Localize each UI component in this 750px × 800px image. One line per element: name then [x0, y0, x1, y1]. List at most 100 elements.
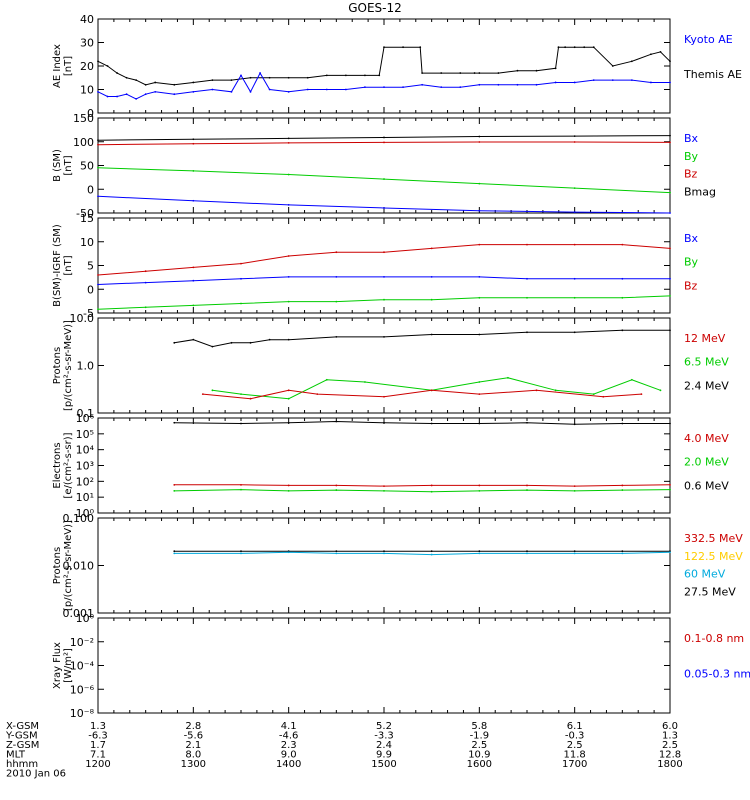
data-point: [640, 393, 643, 395]
data-point: [287, 203, 290, 206]
data-point: [564, 46, 567, 49]
y-axis-label: Electrons: [52, 442, 63, 488]
data-point: [573, 552, 576, 555]
legend-label: 12 MeV: [684, 332, 726, 345]
data-point: [287, 141, 290, 144]
data-point: [478, 550, 481, 553]
data-point: [240, 262, 242, 265]
legend-label: 0.05-0.3 nm: [684, 668, 750, 681]
y-tick-label: 1.0: [77, 360, 95, 373]
data-point: [306, 76, 309, 79]
data-point: [430, 333, 433, 336]
data-point: [287, 173, 290, 176]
legend-label: By: [684, 150, 699, 163]
data-point: [621, 422, 624, 425]
data-point: [383, 276, 385, 278]
data-point: [573, 550, 576, 553]
ephemeris-value: 2.3: [281, 740, 297, 751]
data-point: [144, 83, 147, 86]
data-point: [430, 389, 433, 392]
data-point: [630, 378, 633, 381]
data-point: [173, 341, 176, 344]
y-tick-label: 100: [73, 136, 94, 149]
data-point: [335, 336, 338, 338]
y-tick-label: 10⁻⁸: [70, 707, 95, 720]
data-point: [497, 72, 500, 74]
series-line: [174, 484, 671, 487]
ephemeris-value: 1700: [562, 759, 587, 770]
data-point: [240, 393, 242, 395]
data-point: [240, 488, 242, 491]
data-point: [440, 72, 443, 74]
y-tick-label: 10⁻²: [70, 636, 94, 649]
data-point: [383, 552, 385, 555]
data-point: [325, 88, 328, 91]
panel-frame: [97, 517, 671, 614]
data-point: [573, 485, 576, 487]
ephemeris-label: hhmm: [6, 759, 38, 770]
data-point: [592, 46, 595, 49]
y-tick-label: 10⁴: [76, 444, 95, 457]
data-point: [173, 421, 176, 424]
data-point: [573, 141, 576, 143]
data-point: [335, 251, 338, 254]
data-point: [116, 95, 118, 98]
ephemeris-value: 2.5: [662, 740, 678, 751]
data-point: [335, 489, 338, 491]
series-line: [97, 276, 670, 285]
data-point: [249, 341, 252, 344]
series-line: [174, 420, 670, 425]
y-tick-label: 5: [87, 260, 94, 273]
data-point: [325, 74, 328, 77]
data-point: [335, 550, 338, 553]
data-point: [669, 551, 671, 554]
ephemeris-value: 6.1: [567, 721, 583, 732]
data-point: [249, 397, 252, 400]
series-line: [212, 377, 661, 400]
ephemeris-value: 1300: [181, 759, 206, 770]
ephemeris-value: -3.3: [374, 731, 394, 742]
data-point: [383, 395, 385, 398]
data-point: [669, 81, 671, 84]
data-point: [650, 53, 652, 56]
data-point: [573, 296, 576, 299]
data-point: [192, 81, 195, 84]
data-point: [287, 90, 290, 93]
data-point: [192, 90, 195, 93]
data-point: [97, 308, 99, 311]
y-axis-label: [p/(cm²-s-sr-MeV)]: [63, 320, 74, 411]
y-axis-label: [nT]: [63, 155, 74, 175]
data-point: [402, 86, 404, 89]
data-point: [97, 139, 99, 142]
data-point: [573, 187, 576, 190]
data-point: [106, 65, 109, 67]
y-axis-label: [p/(cm²-s-sr-MeV)]: [63, 520, 74, 611]
data-point: [478, 422, 481, 425]
legend-label: Kyoto AE: [684, 33, 733, 46]
data-point: [383, 336, 385, 338]
data-point: [611, 79, 614, 81]
data-point: [583, 46, 586, 49]
ephemeris-value: 1600: [467, 759, 492, 770]
data-point: [287, 255, 290, 257]
ephemeris-value: -1.9: [470, 731, 490, 742]
data-point: [621, 552, 624, 555]
ephemeris-value: 1.3: [90, 721, 106, 732]
data-point: [669, 60, 671, 63]
data-point: [335, 552, 338, 555]
data-point: [478, 393, 481, 395]
ephemeris-value: 1.7: [90, 740, 106, 751]
y-tick-label: 10³: [76, 460, 94, 473]
y-tick-label: 0.010: [63, 560, 95, 573]
data-point: [659, 51, 662, 53]
data-point: [621, 277, 624, 280]
data-point: [240, 302, 242, 305]
data-point: [497, 83, 500, 86]
series-line: [174, 329, 670, 348]
ephemeris-value: 1500: [371, 759, 396, 770]
data-point: [592, 79, 595, 81]
data-point: [249, 90, 252, 93]
data-point: [97, 166, 99, 169]
data-point: [478, 182, 481, 185]
